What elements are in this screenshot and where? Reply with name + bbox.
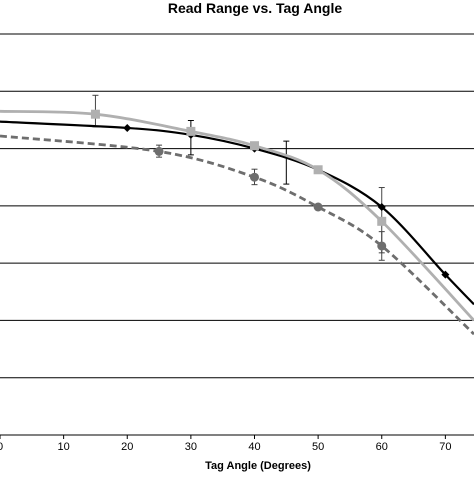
data-point-square	[313, 165, 323, 175]
x-tick-label: 60	[376, 441, 388, 453]
data-markers	[90, 109, 450, 279]
x-tick-label: 30	[185, 441, 197, 453]
data-point-square	[377, 216, 387, 226]
data-point-diamond	[441, 270, 450, 279]
x-axis-label: Tag Angle (Degrees)	[205, 460, 311, 472]
x-tick-label: 20	[121, 441, 133, 453]
grid-lines	[0, 33, 474, 436]
data-point-circle	[313, 202, 323, 212]
x-tick-label: 10	[57, 441, 69, 453]
data-point-diamond	[377, 203, 386, 212]
x-tick-label: 50	[312, 441, 324, 453]
data-point-square	[186, 126, 196, 136]
data-series	[0, 109, 474, 336]
data-point-square	[249, 141, 259, 151]
data-point-circle	[154, 146, 164, 156]
data-point-diamond	[123, 123, 132, 132]
series-line-3	[0, 134, 474, 336]
x-tick-label: 70	[439, 441, 451, 453]
data-point-circle	[377, 241, 387, 251]
chart-title: Read Range vs. Tag Angle	[168, 0, 342, 16]
x-tick-label: 0	[0, 441, 3, 453]
data-point-square	[90, 109, 100, 119]
x-axis-ticks: 0 10 20 30 40 50 60 70	[0, 435, 451, 453]
x-tick-label: 40	[248, 441, 260, 453]
data-point-circle	[249, 172, 259, 182]
